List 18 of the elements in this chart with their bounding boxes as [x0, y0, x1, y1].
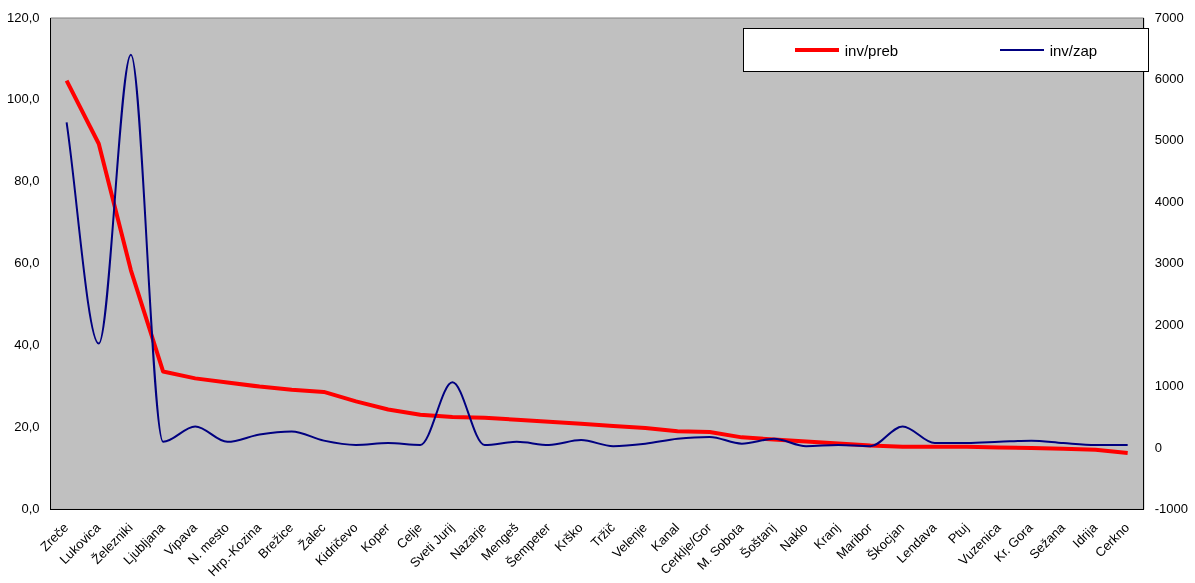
y2-tick-label: 0	[1154, 439, 1162, 455]
y2-tick-label: -1000	[1154, 501, 1188, 517]
y-tick-label: 0,0	[21, 501, 40, 517]
y-tick-label: 100,0	[6, 91, 40, 107]
legend-label: inv/zap	[1049, 41, 1098, 59]
y-tick-label: 80,0	[14, 173, 40, 189]
y2-tick-label: 5000	[1154, 132, 1184, 148]
y2-tick-label: 6000	[1154, 71, 1184, 87]
y2-tick-label: 3000	[1154, 255, 1184, 271]
y2-tick-label: 7000	[1154, 9, 1184, 25]
y2-tick-label: 2000	[1154, 316, 1184, 332]
y-tick-label: 120,0	[6, 9, 40, 25]
y-tick-label: 40,0	[14, 337, 40, 353]
y2-tick-label: 4000	[1154, 193, 1184, 209]
y2-tick-label: 1000	[1154, 378, 1184, 394]
legend-label: inv/preb	[844, 41, 899, 59]
y-tick-label: 20,0	[14, 419, 40, 435]
y-tick-label: 60,0	[14, 255, 40, 271]
